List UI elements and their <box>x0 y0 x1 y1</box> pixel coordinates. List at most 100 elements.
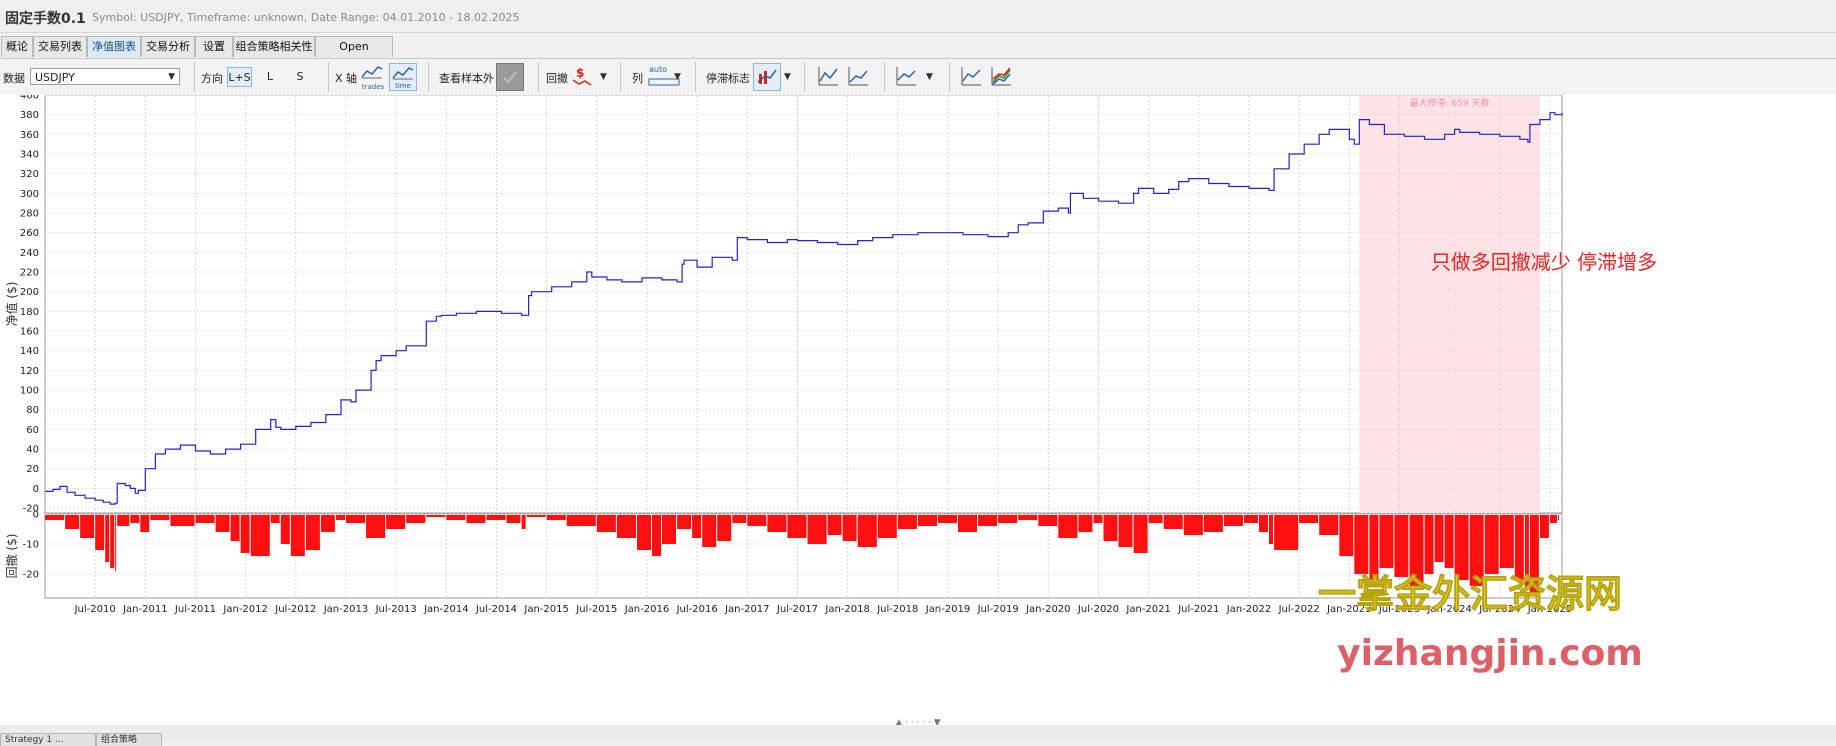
drawdown-bar <box>767 515 787 532</box>
divider <box>620 62 621 92</box>
direction-label: 方向 <box>201 72 223 85</box>
drawdown-bar <box>1163 515 1183 529</box>
chart-view-1-button[interactable] <box>815 63 843 91</box>
divider <box>194 62 195 92</box>
drawdown-bar <box>521 515 526 529</box>
drawdown-bar <box>1444 515 1454 568</box>
equity-horizontal-grid <box>45 94 1562 509</box>
drawdown-bar <box>1058 515 1078 538</box>
drawdown-bar <box>1409 515 1424 586</box>
y-tick-label: -20 <box>23 504 39 515</box>
bars-icon <box>648 78 680 86</box>
xaxis-trades-button[interactable]: trades <box>359 63 387 91</box>
drawdown-bar <box>1093 515 1103 523</box>
bottom-tab-portfolio[interactable]: 组合策略 <box>96 733 162 746</box>
bottom-tab-strategy[interactable]: Strategy 1 ... <box>0 733 96 746</box>
chevron-down-icon[interactable]: ▼ <box>784 72 791 82</box>
direction-long-button[interactable]: L <box>266 70 274 83</box>
drawdown-bar <box>546 515 566 520</box>
line-chart-icon <box>818 67 838 86</box>
y-tick-label: 40 <box>26 445 39 456</box>
x-tick-label: Jul-2012 <box>274 604 316 615</box>
x-tick-label: Jul-2013 <box>375 604 417 615</box>
drawdown-bar <box>115 515 117 571</box>
drawdown-bar <box>1269 515 1273 544</box>
series-auto-button[interactable]: auto <box>645 63 687 91</box>
drawdown-bar <box>1484 515 1499 574</box>
y-tick-label: 400 <box>20 95 39 102</box>
drawdown-bar <box>195 515 215 523</box>
drawdown-bar <box>1550 515 1557 523</box>
chevron-down-icon[interactable]: ▼ <box>600 72 607 82</box>
y-tick-label: 240 <box>20 248 39 259</box>
chart-view-3-button[interactable] <box>893 63 921 91</box>
direction-short-button[interactable]: S <box>296 70 304 83</box>
y-tick-label: 100 <box>20 386 39 397</box>
drawdown-dollar-icon: $ <box>572 66 592 86</box>
drawdown-button[interactable]: $ <box>569 63 597 91</box>
drawdown-bar <box>486 515 506 520</box>
drawdown-bar <box>150 515 170 520</box>
chart-view-5-button[interactable] <box>988 63 1016 91</box>
y-tick-label: 180 <box>20 307 39 318</box>
x-tick-label: Jul-2011 <box>174 604 216 615</box>
y-tick-label: 300 <box>20 189 39 200</box>
drawdown-bar <box>426 515 446 517</box>
drawdown-bar <box>998 515 1018 523</box>
data-select-value: USDJPY <box>35 71 75 84</box>
x-tick-label: Jul-2024 <box>1478 604 1520 615</box>
tab-trade-analysis[interactable]: 交易分析 <box>141 36 195 57</box>
x-tick-label: Jan-2013 <box>323 604 368 615</box>
equity-y-ticks: -20 0 20 40 60 80 100 120 140 160 180 200 220 240 260 2… <box>20 91 39 515</box>
xaxis-time-button[interactable]: time <box>389 63 417 91</box>
chevron-down-icon[interactable]: ▼ <box>674 72 681 82</box>
drawdown-bar <box>1354 515 1369 574</box>
app-subtitle: Symbol: USDJPY, Timeframe: unknown, Date… <box>92 11 520 24</box>
tab-settings[interactable]: 设置 <box>195 36 233 57</box>
x-tick-label: Jul-2021 <box>1177 604 1219 615</box>
svg-text:$: $ <box>576 66 584 80</box>
tab-correlation[interactable]: 组合策略相关性 <box>233 36 315 57</box>
tab-open-balances[interactable]: Open balances <box>315 36 393 73</box>
x-tick-label: Jan-2012 <box>222 604 267 615</box>
drawdown-bar <box>140 515 150 532</box>
x-tick-label: Jul-2020 <box>1077 604 1119 615</box>
drawdown-bar <box>1133 515 1148 553</box>
drawdown-bar <box>240 515 250 553</box>
xaxis-time-caption: time <box>395 82 411 90</box>
y-tick-label: -10 <box>23 540 39 551</box>
x-tick-label: Jul-2019 <box>977 604 1019 615</box>
out-of-sample-label: 查看样本外 <box>439 72 494 85</box>
drawdown-bar <box>1223 515 1243 526</box>
chart-view-4-button[interactable] <box>958 63 986 91</box>
drawdown-bar <box>65 515 80 529</box>
checkbox-icon <box>503 71 517 84</box>
divider <box>804 62 805 92</box>
drawdown-bar <box>1183 515 1203 535</box>
equity-panel: -20 0 20 40 60 80 100 120 140 160 180 200 220 240 260 2… <box>4 91 1657 515</box>
tab-overview[interactable]: 概论 <box>1 36 33 57</box>
tab-equity-chart[interactable]: 净值图表 <box>87 36 141 57</box>
direction-ls-button[interactable]: L+S <box>227 67 252 87</box>
drawdown-bar <box>692 515 702 538</box>
drawdown-bar <box>230 515 240 541</box>
y-tick-label: 0 <box>33 510 39 521</box>
splitter-handle[interactable]: ▲ · · · · · ▼ <box>895 718 940 728</box>
data-select[interactable]: USDJPY ▼ <box>30 68 180 85</box>
drawdown-bar <box>857 515 877 547</box>
divider <box>949 62 950 92</box>
stagnation-button[interactable] <box>753 63 781 91</box>
series-line-equity <box>45 112 1563 505</box>
drawdown-bar <box>897 515 917 529</box>
stagnation-label: 最大停滞: 659 天数 <box>1410 97 1490 109</box>
drawdown-bar <box>366 515 386 538</box>
out-of-sample-toggle[interactable] <box>496 63 524 91</box>
x-tick-label: Jul-2015 <box>575 604 617 615</box>
chevron-down-icon[interactable]: ▼ <box>926 72 933 82</box>
x-tick-label: Jul-2014 <box>475 604 517 615</box>
y-tick-label: 260 <box>20 228 39 239</box>
drawdown-bar <box>45 515 65 520</box>
tab-trade-list[interactable]: 交易列表 <box>33 36 87 57</box>
chart-view-2-button[interactable] <box>845 63 873 91</box>
drawdown-bar <box>250 515 270 556</box>
